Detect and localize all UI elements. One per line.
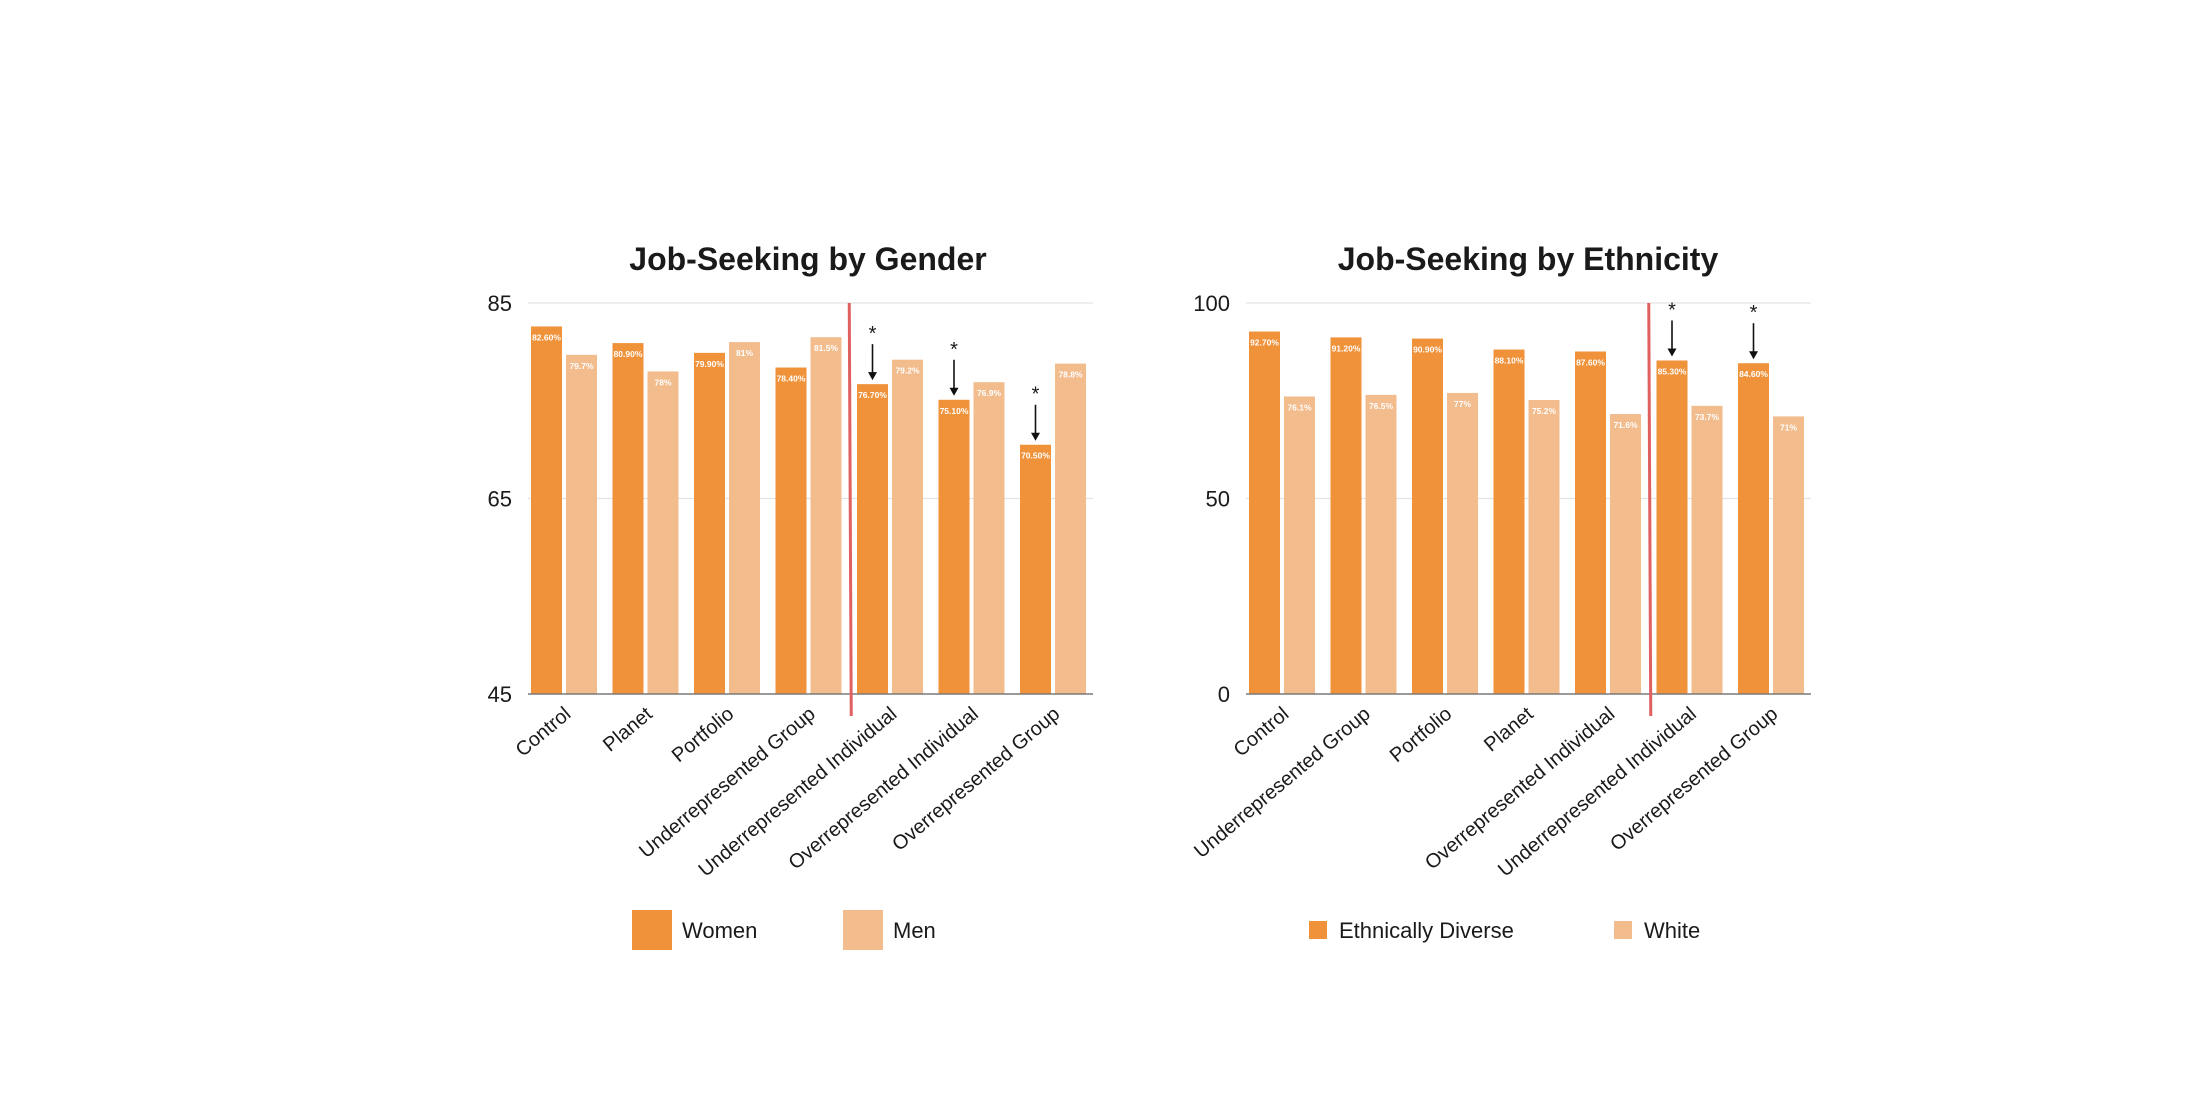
significance-star: * — [1750, 302, 1758, 324]
legend-swatch — [1614, 921, 1632, 939]
bar-value-label: 77% — [1454, 399, 1471, 409]
bar-white — [1773, 416, 1804, 694]
bar-value-label: 76.1% — [1287, 402, 1312, 412]
legend-label: White — [1644, 918, 1700, 943]
bar-value-label: 76.5% — [1369, 401, 1394, 411]
bar-value-label: 92.70% — [1250, 338, 1279, 348]
bar-men — [973, 382, 1005, 694]
bar-value-label: 79.7% — [569, 361, 594, 371]
bar-white — [1284, 396, 1315, 694]
x-tick-label: Portfolio — [668, 703, 738, 767]
bar-ethnically-diverse — [1656, 360, 1688, 694]
bar-white — [1365, 394, 1397, 694]
significance-arrow-head — [1749, 351, 1758, 360]
y-tick-label: 50 — [1206, 487, 1230, 512]
x-tick-label: Planet — [599, 703, 657, 757]
bar-women — [938, 399, 970, 694]
group-divider-line — [1647, 302, 1653, 717]
significance-arrow-head — [1667, 348, 1677, 357]
bar-women — [531, 326, 562, 694]
x-tick-label: Overrepresented Group — [1606, 703, 1782, 856]
bar-value-label: 76.70% — [858, 390, 887, 400]
bar-value-label: 85.30% — [1658, 366, 1687, 376]
bar-men — [1055, 363, 1086, 694]
bar-value-label: 84.60% — [1739, 369, 1768, 379]
x-tick-label: Planet — [1480, 703, 1538, 757]
bar-men — [647, 371, 679, 694]
bar-white — [1610, 414, 1641, 694]
bar-women — [1020, 444, 1051, 694]
x-tick-label: Overrepresented Group — [888, 703, 1064, 856]
bar-ethnically-diverse — [1249, 331, 1280, 694]
bar-men — [729, 342, 760, 694]
bar-ethnically-diverse — [1575, 351, 1606, 694]
legend-swatch — [843, 910, 883, 950]
significance-star: * — [1032, 384, 1040, 406]
bar-white — [1691, 405, 1723, 694]
bar-men — [892, 359, 923, 694]
bar-value-label: 76.9% — [977, 388, 1002, 398]
bar-men — [566, 354, 597, 694]
bar-ethnically-diverse — [1493, 349, 1525, 694]
significance-star: * — [1668, 299, 1676, 321]
bar-value-label: 78.8% — [1058, 370, 1083, 380]
chart-title: Job-Seeking by Ethnicity — [1338, 241, 1719, 277]
x-tick-label: Control — [1230, 703, 1294, 761]
bar-value-label: 79.90% — [695, 359, 724, 369]
bar-women — [857, 384, 888, 694]
significance-arrow-head — [868, 372, 877, 381]
bar-value-label: 75.10% — [940, 406, 969, 416]
y-tick-label: 100 — [1193, 291, 1230, 316]
bar-value-label: 81.5% — [814, 343, 839, 353]
bar-value-label: 71.6% — [1613, 420, 1638, 430]
x-tick-label: Portfolio — [1386, 703, 1456, 767]
significance-star: * — [869, 323, 877, 345]
bar-women — [612, 343, 644, 694]
bar-value-label: 73.7% — [1695, 412, 1720, 422]
bar-value-label: 78% — [654, 377, 671, 387]
y-tick-label: 85 — [488, 291, 512, 316]
bar-value-label: 79.2% — [895, 366, 920, 376]
group-divider-line — [847, 302, 853, 717]
significance-arrow-head — [1031, 432, 1040, 441]
chart-1: Job-Seeking by Gender 45 65 85 82.60% 79.7% Co… — [488, 241, 1093, 950]
significance-arrow-head — [949, 387, 959, 396]
bar-value-label: 78.40% — [777, 374, 806, 384]
bar-women — [775, 367, 807, 694]
bar-women — [694, 352, 725, 694]
bar-white — [1447, 392, 1478, 694]
y-tick-label: 0 — [1218, 682, 1230, 707]
bar-value-label: 75.2% — [1532, 406, 1557, 416]
bar-ethnically-diverse — [1738, 363, 1769, 694]
bar-value-label: 80.90% — [614, 349, 643, 359]
chart-title: Job-Seeking by Gender — [629, 241, 986, 277]
x-tick-label: Control — [512, 703, 576, 761]
legend-label: Ethnically Diverse — [1339, 918, 1514, 943]
y-tick-label: 65 — [488, 487, 512, 512]
bar-value-label: 82.60% — [532, 332, 561, 342]
legend-label: Men — [893, 918, 936, 943]
bar-value-label: 70.50% — [1021, 451, 1050, 461]
y-tick-label: 45 — [488, 682, 512, 707]
bar-ethnically-diverse — [1412, 338, 1443, 694]
bar-value-label: 88.10% — [1495, 356, 1524, 366]
legend-swatch — [632, 910, 672, 950]
bar-white — [1528, 399, 1560, 694]
legend-swatch — [1309, 921, 1327, 939]
bar-value-label: 81% — [736, 348, 753, 358]
significance-star: * — [950, 339, 958, 361]
legend-label: Women — [682, 918, 757, 943]
bar-value-label: 91.20% — [1332, 343, 1361, 353]
bar-value-label: 71% — [1780, 422, 1797, 432]
bar-ethnically-diverse — [1330, 337, 1362, 694]
bar-value-label: 90.90% — [1413, 345, 1442, 355]
chart-2: Job-Seeking by Ethnicity 0 50 100 92.70% 76.1… — [1190, 241, 1811, 943]
bar-men — [810, 337, 842, 694]
bar-value-label: 87.60% — [1576, 357, 1605, 367]
